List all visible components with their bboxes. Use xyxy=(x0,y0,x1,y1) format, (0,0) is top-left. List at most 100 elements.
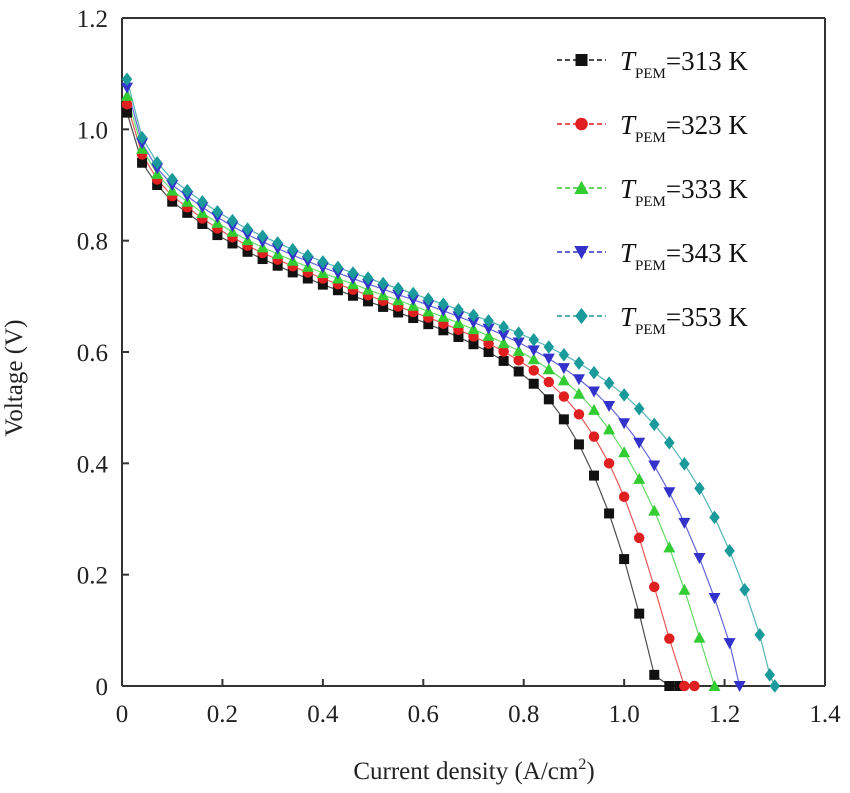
data-point xyxy=(723,638,736,650)
data-point xyxy=(227,213,238,228)
data-point xyxy=(603,376,615,390)
data-point xyxy=(423,292,434,306)
y-tick-label: 1.0 xyxy=(77,117,108,144)
data-point xyxy=(618,446,631,458)
x-tick-label: 0.8 xyxy=(508,701,539,728)
legend-label-sub: PEM xyxy=(635,66,666,82)
data-point xyxy=(733,681,746,692)
data-point xyxy=(557,374,570,386)
data-point xyxy=(197,218,208,229)
series-line xyxy=(126,87,741,687)
data-point xyxy=(212,204,223,219)
legend-label-value: =333 K xyxy=(666,174,748,204)
data-point xyxy=(543,376,555,388)
legend-label: TPEM=343 K xyxy=(620,238,748,274)
data-point xyxy=(679,457,690,471)
data-point xyxy=(467,317,480,329)
data-point xyxy=(708,593,721,605)
y-tick-label: 1.2 xyxy=(77,6,108,33)
data-point xyxy=(377,276,389,291)
data-point xyxy=(482,329,495,341)
data-point xyxy=(242,246,253,257)
legend-label-sub: PEM xyxy=(635,194,666,210)
series-line xyxy=(126,79,776,687)
legend-label: TPEM=353 K xyxy=(620,302,748,338)
legend-item: TPEM=323 K xyxy=(557,110,748,146)
data-point xyxy=(574,180,589,194)
data-point xyxy=(764,668,776,682)
data-point xyxy=(317,255,329,269)
y-tick-label: 0.2 xyxy=(77,563,108,590)
data-point xyxy=(152,180,163,190)
data-point xyxy=(603,400,616,412)
legend-label-value: =313 K xyxy=(666,46,748,76)
data-point xyxy=(407,286,419,301)
data-point xyxy=(603,423,616,435)
axis-ticks: 0 0.2 0.4 0.6 0.8 1.0 1.2 1.4 0 0.2 0.4 0.6 0.8 1.0 1.… xyxy=(77,6,841,728)
data-point xyxy=(512,337,525,349)
x-tick-label: 0.2 xyxy=(207,701,238,728)
x-axis-label-sup: 2 xyxy=(578,756,586,773)
data-point xyxy=(212,230,223,241)
data-point xyxy=(527,345,540,357)
y-tick-label: 0.6 xyxy=(77,340,108,367)
data-point xyxy=(483,338,494,349)
data-point xyxy=(482,323,495,335)
y-axis-label: Voltage (V) xyxy=(1,320,28,437)
data-point xyxy=(603,458,615,469)
data-point xyxy=(633,437,646,449)
data-point xyxy=(497,337,510,349)
legend-label: TPEM=333 K xyxy=(620,174,748,210)
data-point xyxy=(347,266,359,280)
x-tick-label: 0.6 xyxy=(408,701,439,728)
data-point xyxy=(498,320,509,334)
data-point xyxy=(121,99,133,110)
data-point xyxy=(513,366,524,377)
data-point xyxy=(589,470,600,481)
series-line xyxy=(126,104,695,687)
data-point xyxy=(438,325,449,336)
data-point xyxy=(575,117,588,131)
data-point xyxy=(664,633,675,644)
data-point xyxy=(664,681,675,691)
data-point xyxy=(678,517,691,529)
data-point xyxy=(618,418,631,430)
data-point xyxy=(242,222,253,236)
data-point xyxy=(543,340,555,354)
x-axis-label-end: ) xyxy=(586,758,594,785)
x-tick-label: 0.4 xyxy=(307,701,339,728)
series-line xyxy=(126,95,716,687)
data-point xyxy=(167,196,178,207)
data-point xyxy=(663,487,676,499)
data-point xyxy=(649,417,660,432)
data-point xyxy=(512,344,525,356)
data-point xyxy=(724,543,735,558)
data-point xyxy=(575,307,588,325)
legend-label-sub: PEM xyxy=(635,322,666,338)
data-point xyxy=(708,680,721,691)
legend-label-value: =343 K xyxy=(666,238,748,268)
data-point xyxy=(633,532,645,544)
data-point xyxy=(694,481,705,496)
data-point xyxy=(557,363,570,375)
data-point xyxy=(452,317,465,329)
data-point xyxy=(453,302,464,317)
data-point xyxy=(693,552,706,564)
data-point xyxy=(588,403,601,415)
legend-label-sub: PEM xyxy=(635,258,666,274)
data-point xyxy=(693,631,706,643)
data-point xyxy=(558,391,570,402)
legend-item: TPEM=313 K xyxy=(557,46,748,82)
data-point xyxy=(468,339,479,350)
data-point xyxy=(122,107,133,118)
data-point xyxy=(452,311,465,323)
data-point xyxy=(121,72,133,86)
data-point xyxy=(527,353,540,365)
data-point xyxy=(287,267,298,278)
data-point xyxy=(347,290,358,301)
x-tick-label: 1.0 xyxy=(609,701,640,728)
data-point xyxy=(588,365,600,380)
data-point xyxy=(633,472,646,484)
data-point xyxy=(528,378,539,389)
legend-label-T: T xyxy=(620,110,637,140)
